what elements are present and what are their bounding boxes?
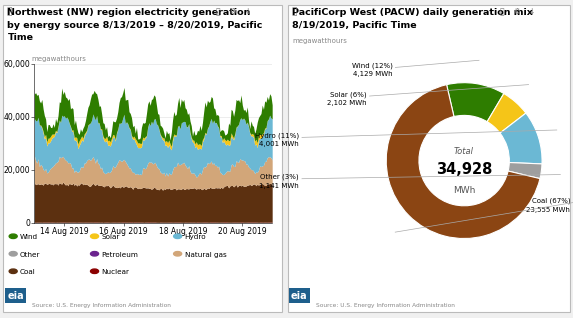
Text: Wind (12%)
4,129 MWh: Wind (12%) 4,129 MWh [352,62,393,78]
Text: ⚙: ⚙ [513,7,520,16]
Text: ↓: ↓ [528,7,535,16]
Text: Time: Time [7,33,33,42]
Wedge shape [386,85,540,238]
Text: Northwest (NW) region electricity generation: Northwest (NW) region electricity genera… [7,8,251,17]
Text: Hydro (11%)
4,001 MWh: Hydro (11%) 4,001 MWh [255,132,299,148]
Text: Source: U.S. Energy Information Administration: Source: U.S. Energy Information Administ… [32,303,170,308]
Text: 34,928: 34,928 [436,162,492,177]
Text: 8/19/2019, Pacific Time: 8/19/2019, Pacific Time [292,21,417,30]
Wedge shape [446,83,504,122]
Wedge shape [508,162,542,179]
Text: Source: U.S. Energy Information Administration: Source: U.S. Energy Information Administ… [316,303,455,308]
Text: Wind: Wind [20,234,38,240]
Text: Natural gas: Natural gas [185,252,226,258]
Wedge shape [500,113,542,164]
Text: Nuclear: Nuclear [101,269,129,275]
Text: MWh: MWh [453,186,476,195]
Text: ↓: ↓ [244,7,251,16]
Text: Coal: Coal [20,269,36,275]
Text: ⓘ: ⓘ [500,7,504,16]
Text: eia: eia [291,291,308,301]
Wedge shape [487,93,526,133]
Text: Solar: Solar [101,234,120,240]
Text: Coal (67%)
23,555 MWh: Coal (67%) 23,555 MWh [526,197,570,213]
Text: Solar (6%)
2,102 MWh: Solar (6%) 2,102 MWh [327,91,367,106]
Text: PacifiCorp West (PACW) daily generation mix: PacifiCorp West (PACW) daily generation … [292,8,533,17]
Text: ⚙: ⚙ [229,7,236,16]
Text: ⤢: ⤢ [7,7,12,16]
Text: eia: eia [7,291,24,301]
Text: ⤢: ⤢ [291,7,296,16]
Text: ⓘ: ⓘ [215,7,220,16]
Text: Total: Total [454,147,474,156]
Text: Other: Other [20,252,41,258]
Text: Petroleum: Petroleum [101,252,138,258]
Text: Other (3%)
1,141 MWh: Other (3%) 1,141 MWh [260,174,299,189]
Text: megawatthours: megawatthours [32,56,87,62]
Text: by energy source 8/13/2019 – 8/20/2019, Pacific: by energy source 8/13/2019 – 8/20/2019, … [7,21,263,30]
Text: Hydro: Hydro [185,234,206,240]
Text: megawatthours: megawatthours [292,38,347,44]
